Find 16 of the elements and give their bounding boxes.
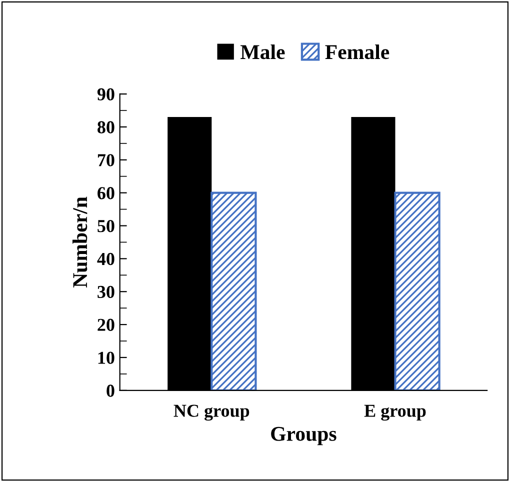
y-tick-label: 80 [98,121,114,134]
y-axis-title: Number/n [72,196,88,288]
y-tick-label: 20 [98,318,114,331]
y-tick-label: 30 [98,286,114,298]
y-tick-label: 90 [97,88,114,100]
legend-label: Female [325,44,390,60]
y-tick-label: 0 [106,384,114,397]
x-tick-label: NC group [174,404,250,421]
x-axis-title: Groups [271,426,336,446]
y-tick-label: 40 [97,252,114,266]
y-tick-label: 10 [98,352,114,364]
y-tick-label: 60 [98,187,114,200]
y-tick-label: 50 [98,220,114,232]
x-tick-label: E group [364,404,426,421]
legend-label: Male [240,44,285,60]
y-tick-label: 70 [98,154,114,166]
